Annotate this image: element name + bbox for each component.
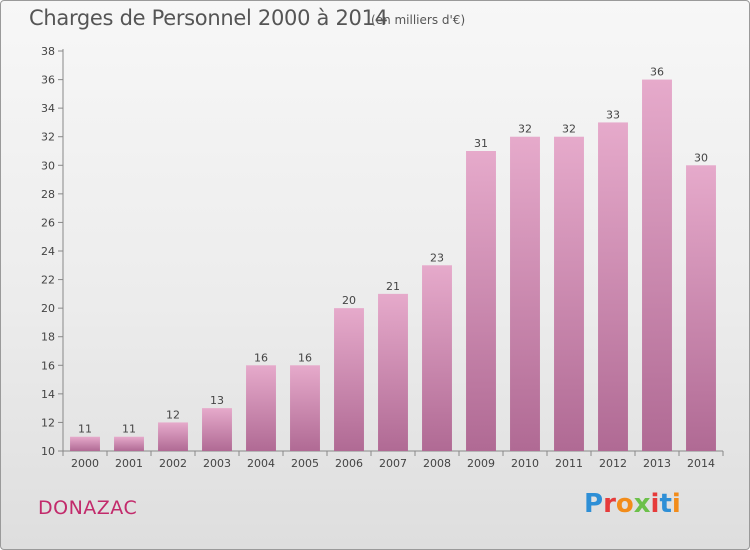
x-tick-label: 2010 [511,457,539,470]
chart-title: Charges de Personnel 2000 à 2014 [29,6,388,30]
y-tick-label: 26 [41,216,55,229]
logo-letter: i [650,489,660,519]
bar-value-label: 23 [430,251,444,264]
y-tick-label: 32 [41,131,55,144]
bar-value-label: 20 [342,294,356,307]
bar [642,79,672,452]
bar [554,136,584,451]
axes: 10 12 14 16 18 20 22 24 26 28 30 32 34 36 38 2000 2001 20… [41,45,724,470]
bar [334,308,364,451]
bar-value-label: 12 [166,408,180,421]
bar [422,265,452,451]
x-tick-label: 2000 [71,457,99,470]
x-tick-label: 2009 [467,457,495,470]
bar-value-label: 11 [78,423,92,436]
logo-letter: o [615,489,634,519]
x-tick-label: 2006 [335,457,363,470]
bar-value-label: 13 [210,394,224,407]
bar-value-label: 32 [518,123,532,136]
x-tick-label: 2008 [423,457,451,470]
bar [70,436,100,451]
bar [202,408,232,451]
x-tick-label: 2014 [687,457,715,470]
x-tick-label: 2001 [115,457,143,470]
value-labels: 11 11 12 13 16 16 20 21 23 31 32 32 33 36 30 [78,66,708,436]
x-tick-label: 2005 [291,457,319,470]
bar-value-label: 36 [650,66,664,79]
y-tick-label: 34 [41,102,55,115]
logo-letter: i [671,489,681,519]
y-tick-label: 20 [41,302,55,315]
bar [378,293,408,451]
logo-letter: P [584,489,604,519]
bar [246,365,276,451]
y-tick-label: 36 [41,74,55,87]
x-tick-label: 2011 [555,457,583,470]
proxiti-logo: Proxiti [584,489,681,519]
bar [510,136,540,451]
bar-value-label: 21 [386,280,400,293]
bars [70,79,716,452]
bar [290,365,320,451]
bar-value-label: 30 [694,151,708,164]
bar [466,151,496,451]
x-tick-label: 2012 [599,457,627,470]
bar-value-label: 32 [562,123,576,136]
y-tick-label: 14 [41,388,55,401]
y-tick-label: 28 [41,188,55,201]
bar [686,165,716,452]
chart-subtitle: (en milliers d'€) [371,13,466,27]
bar [598,122,628,451]
bar-value-label: 16 [298,351,312,364]
y-tick-label: 24 [41,245,55,258]
city-name: DONAZAC [38,497,138,519]
y-tick-label: 10 [41,445,55,458]
y-tick-label: 16 [41,359,55,372]
x-tick-label: 2003 [203,457,231,470]
y-tick-label: 38 [41,45,55,58]
x-tick-label: 2007 [379,457,407,470]
bar-value-label: 31 [474,137,488,150]
bar-value-label: 11 [122,423,136,436]
y-tick-label: 22 [41,274,55,287]
x-tick-label: 2004 [247,457,275,470]
x-tick-label: 2002 [159,457,187,470]
bar-value-label: 33 [606,108,620,121]
logo-letter: t [659,489,672,519]
y-tick-label: 18 [41,331,55,344]
bar [158,422,188,451]
y-tick-label: 30 [41,159,55,172]
logo-letter: x [633,489,651,519]
bar-value-label: 16 [254,351,268,364]
bar [114,436,144,451]
logo-letter: r [603,489,616,519]
x-tick-label: 2013 [643,457,671,470]
y-tick-label: 12 [41,416,55,429]
